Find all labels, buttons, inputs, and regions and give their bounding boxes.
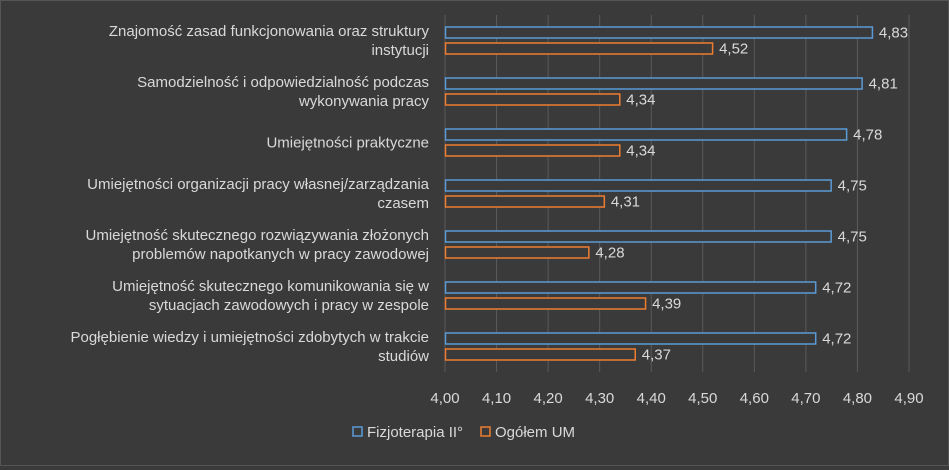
- data-label: 4,31: [611, 194, 640, 211]
- bar-fizjoterapia: [444, 332, 817, 345]
- legend-label: Fizjoterapia II°: [367, 424, 463, 441]
- bar-ogolem-um: [444, 348, 637, 361]
- bar-fizjoterapia: [444, 230, 832, 243]
- category-label: problemów napotkanych w pracy zawodowej: [132, 246, 429, 263]
- category-label: sytuacjach zawodowych i pracy w zespole: [149, 297, 429, 314]
- category-label: wykonywania pracy: [298, 93, 430, 110]
- category-label: Umiejętność skutecznego rozwiązywania zł…: [86, 227, 430, 244]
- data-label: 4,39: [652, 296, 681, 313]
- x-tick-label: 4,60: [740, 390, 769, 407]
- data-label: 4,83: [879, 25, 908, 42]
- bar-fizjoterapia: [444, 281, 817, 294]
- data-label: 4,81: [869, 76, 898, 93]
- category-label: Umiejętności organizacji pracy własnej/z…: [87, 176, 429, 193]
- category-label: czasem: [377, 195, 429, 212]
- category-label: Znajomość zasad funkcjonowania oraz stru…: [109, 23, 430, 40]
- category-label: Umiejętność skutecznego komunikowania si…: [112, 278, 429, 295]
- category-label: Pogłębienie wiedzy i umiejętności zdobyt…: [70, 329, 429, 346]
- category-label: Samodzielność i odpowiedzialność podczas: [137, 74, 429, 91]
- data-label: 4,72: [822, 280, 851, 297]
- legend-swatch-fizjoterapia: [352, 426, 363, 437]
- data-label: 4,52: [719, 41, 748, 58]
- bar-fizjoterapia: [444, 26, 874, 39]
- x-tick-label: 4,00: [430, 390, 459, 407]
- category-label: Umiejętności praktyczne: [266, 135, 429, 152]
- x-tick-label: 4,70: [791, 390, 820, 407]
- x-tick-label: 4,40: [637, 390, 666, 407]
- x-tick-label: 4,20: [534, 390, 563, 407]
- legend-label: Ogółem UM: [495, 424, 575, 441]
- bar-fizjoterapia: [444, 128, 848, 141]
- x-tick-label: 4,30: [585, 390, 614, 407]
- bar-ogolem-um: [444, 246, 590, 259]
- legend-swatch-ogolem-um: [480, 426, 491, 437]
- bar-fizjoterapia: [444, 179, 832, 192]
- data-label: 4,28: [595, 245, 624, 262]
- data-label: 4,78: [853, 127, 882, 144]
- x-tick-label: 4,90: [894, 390, 923, 407]
- data-label: 4,37: [642, 347, 671, 364]
- category-label: instytucji: [371, 42, 429, 59]
- bar-fizjoterapia: [444, 77, 863, 90]
- x-tick-label: 4,10: [482, 390, 511, 407]
- bar-ogolem-um: [444, 297, 647, 310]
- bar-ogolem-um: [444, 93, 621, 106]
- data-label: 4,34: [626, 143, 655, 160]
- bar-ogolem-um: [444, 144, 621, 157]
- data-label: 4,75: [838, 178, 867, 195]
- x-tick-label: 4,80: [843, 390, 872, 407]
- category-label: studiów: [378, 348, 429, 365]
- data-label: 4,75: [838, 229, 867, 246]
- bar-ogolem-um: [444, 42, 714, 55]
- bar-ogolem-um: [444, 195, 606, 208]
- data-label: 4,34: [626, 92, 655, 109]
- data-label: 4,72: [822, 331, 851, 348]
- x-tick-label: 4,50: [688, 390, 717, 407]
